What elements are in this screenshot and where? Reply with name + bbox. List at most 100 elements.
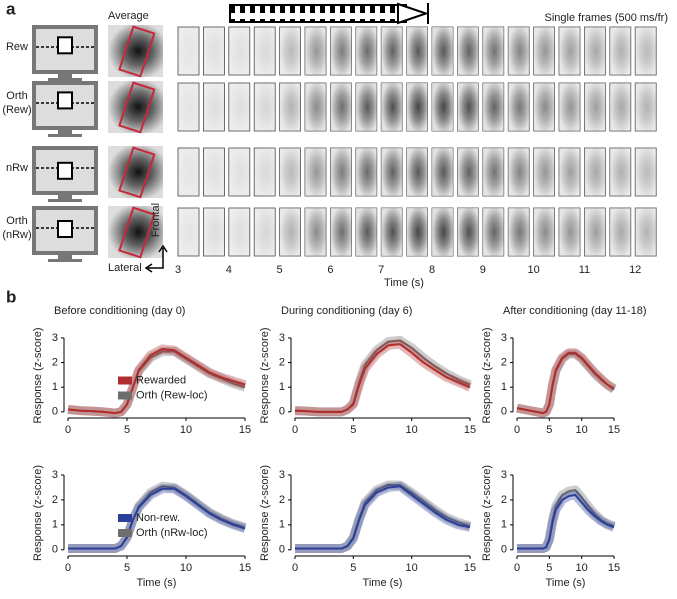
frame	[482, 208, 504, 256]
time-tick-label: 12	[629, 264, 641, 276]
legend-label: Orth (nRw-loc)	[136, 527, 208, 539]
series-line	[67, 348, 246, 415]
frame	[381, 27, 403, 75]
frame	[203, 208, 225, 256]
y-axis-label: Response (z-score)	[32, 328, 44, 424]
chart-title: Before conditioning (day 0)	[54, 305, 185, 317]
x-tick-label: 0	[65, 424, 71, 436]
stimulus	[57, 91, 73, 110]
row-label: (Rew)	[2, 104, 31, 116]
y-tick-label: 3	[279, 469, 285, 481]
x-tick-label: 10	[406, 562, 418, 574]
y-tick-label: 1	[279, 381, 285, 393]
time-axis-label: Time (s)	[384, 277, 424, 289]
legend-swatch	[118, 529, 132, 537]
y-axis-label: Response (z-score)	[32, 465, 44, 561]
frame	[482, 27, 504, 75]
monitor-base	[48, 259, 82, 262]
x-tick-label: 10	[180, 424, 192, 436]
frame	[203, 27, 225, 75]
frame	[228, 83, 250, 131]
x-tick-label: 15	[464, 562, 476, 574]
roi	[118, 146, 156, 199]
frame	[584, 27, 606, 75]
series-line	[295, 485, 471, 550]
frame	[508, 208, 530, 256]
frame	[406, 83, 428, 131]
time-tick-label: 11	[579, 264, 590, 276]
x-tick-label: 5	[546, 562, 552, 574]
y-tick-label: 1	[501, 381, 507, 393]
monitor-stand	[58, 74, 72, 78]
error-band	[517, 490, 616, 554]
x-tick-label: 5	[350, 424, 356, 436]
x-tick-label: 10	[406, 424, 418, 436]
x-tick-label: 15	[464, 424, 476, 436]
stimulus	[57, 220, 73, 238]
x-tick-label: 5	[124, 562, 130, 574]
frame	[279, 27, 301, 75]
frame	[228, 27, 250, 75]
y-tick-label: 3	[501, 469, 507, 481]
frame	[508, 27, 530, 75]
frame	[533, 208, 555, 256]
panel-label: b	[6, 287, 16, 306]
y-axis-label: Response (z-score)	[481, 465, 493, 561]
frame	[635, 208, 657, 256]
series-line	[516, 351, 615, 415]
y-tick-label: 2	[52, 356, 58, 368]
frame	[584, 208, 606, 256]
time-tick-label: 10	[527, 264, 539, 276]
frame	[305, 148, 326, 196]
frame	[203, 83, 225, 131]
frame	[254, 27, 276, 75]
frame	[508, 83, 530, 131]
legend-swatch	[118, 391, 132, 400]
stimulus	[57, 161, 73, 180]
roi	[118, 206, 156, 259]
stimulus	[57, 36, 73, 55]
y-tick-label: 2	[279, 356, 285, 368]
y-tick-label: 0	[279, 544, 285, 556]
frame	[406, 27, 428, 75]
frame	[533, 148, 555, 196]
frame	[279, 83, 301, 131]
y-tick-label: 1	[52, 519, 58, 531]
frame	[228, 148, 250, 196]
frame	[305, 83, 326, 131]
time-tick-label: 7	[378, 264, 384, 276]
stimulus-arrow	[229, 2, 430, 25]
frame	[533, 83, 555, 131]
frame	[559, 83, 580, 131]
frame	[381, 208, 403, 256]
row-label: Rew	[6, 41, 28, 53]
y-tick-label: 0	[52, 406, 58, 418]
y-axis-label: Response (z-score)	[259, 465, 271, 561]
frame	[178, 27, 199, 75]
orientation-arrows	[144, 244, 168, 273]
x-tick-label: 10	[576, 424, 588, 436]
frame	[254, 208, 276, 256]
frame	[381, 83, 403, 131]
y-tick-label: 0	[279, 406, 285, 418]
frame	[584, 148, 606, 196]
frame	[609, 148, 631, 196]
frame	[457, 83, 479, 131]
row-label: (nRw)	[2, 229, 31, 241]
frame	[355, 208, 377, 256]
series-line	[517, 493, 615, 550]
x-tick-label: 5	[350, 562, 356, 574]
row-label: Orth	[6, 90, 27, 102]
frame	[432, 83, 453, 131]
time-tick-label: 4	[226, 264, 232, 276]
y-tick-label: 0	[501, 406, 507, 418]
y-axis-label: Response (z-score)	[481, 328, 493, 424]
y-tick-label: 3	[501, 332, 507, 344]
monitor-base	[48, 78, 82, 81]
frame	[508, 148, 530, 196]
time-tick-label: 5	[277, 264, 283, 276]
frame	[305, 208, 326, 256]
error-band	[294, 339, 472, 417]
frame	[279, 208, 301, 256]
frame	[178, 208, 199, 256]
